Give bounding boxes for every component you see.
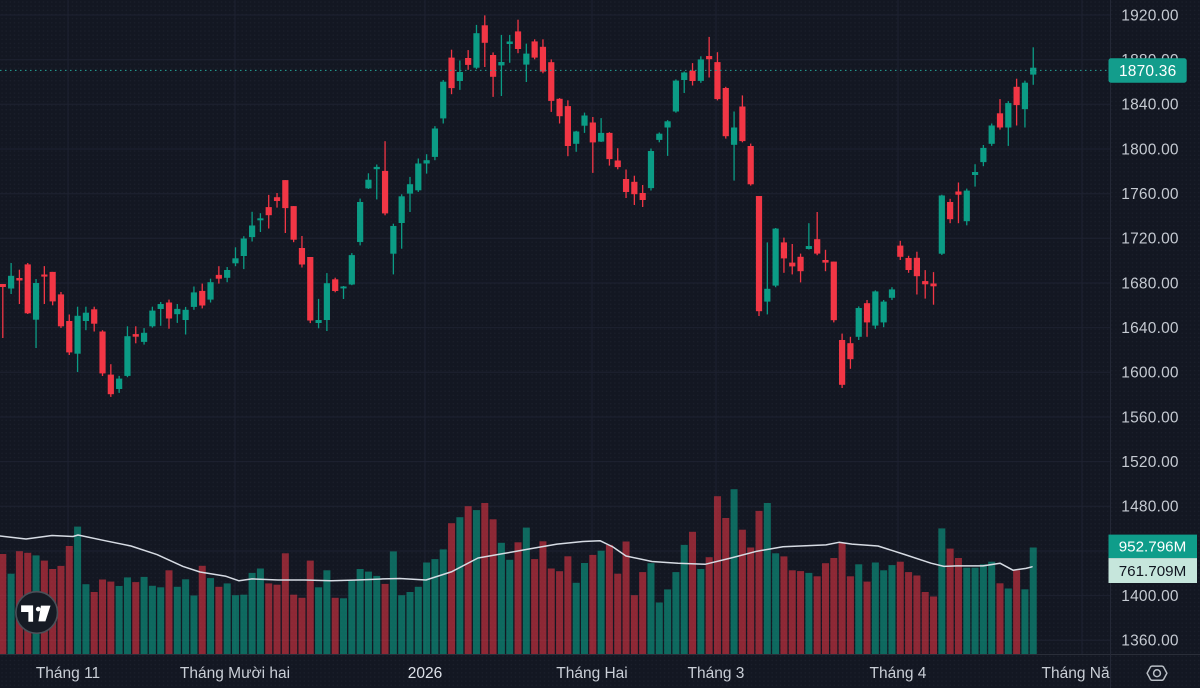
svg-text:Tháng Hai: Tháng Hai xyxy=(556,665,628,682)
svg-text:1870.36: 1870.36 xyxy=(1119,63,1176,80)
svg-text:952.796M: 952.796M xyxy=(1119,539,1187,556)
svg-text:1840.00: 1840.00 xyxy=(1121,97,1179,114)
svg-text:761.709M: 761.709M xyxy=(1119,563,1187,580)
svg-text:1360.00: 1360.00 xyxy=(1121,633,1179,650)
svg-text:1680.00: 1680.00 xyxy=(1121,275,1179,292)
svg-text:1520.00: 1520.00 xyxy=(1121,454,1179,471)
svg-text:Tháng 11: Tháng 11 xyxy=(36,665,100,682)
svg-text:1800.00: 1800.00 xyxy=(1121,141,1179,158)
svg-text:1600.00: 1600.00 xyxy=(1121,365,1179,382)
svg-text:Tháng 3: Tháng 3 xyxy=(688,665,745,682)
svg-text:Tháng 4: Tháng 4 xyxy=(870,665,927,682)
svg-text:Tháng Năm: Tháng Năm xyxy=(1042,665,1123,682)
svg-text:1760.00: 1760.00 xyxy=(1121,186,1179,203)
svg-text:1920.00: 1920.00 xyxy=(1121,7,1179,24)
svg-text:1720.00: 1720.00 xyxy=(1121,231,1179,248)
svg-text:1640.00: 1640.00 xyxy=(1121,320,1179,337)
svg-text:Tháng Mười hai: Tháng Mười hai xyxy=(180,665,290,682)
svg-text:2026: 2026 xyxy=(408,665,442,682)
svg-text:1560.00: 1560.00 xyxy=(1121,409,1179,426)
svg-text:1480.00: 1480.00 xyxy=(1121,499,1179,516)
svg-text:1400.00: 1400.00 xyxy=(1121,588,1179,605)
